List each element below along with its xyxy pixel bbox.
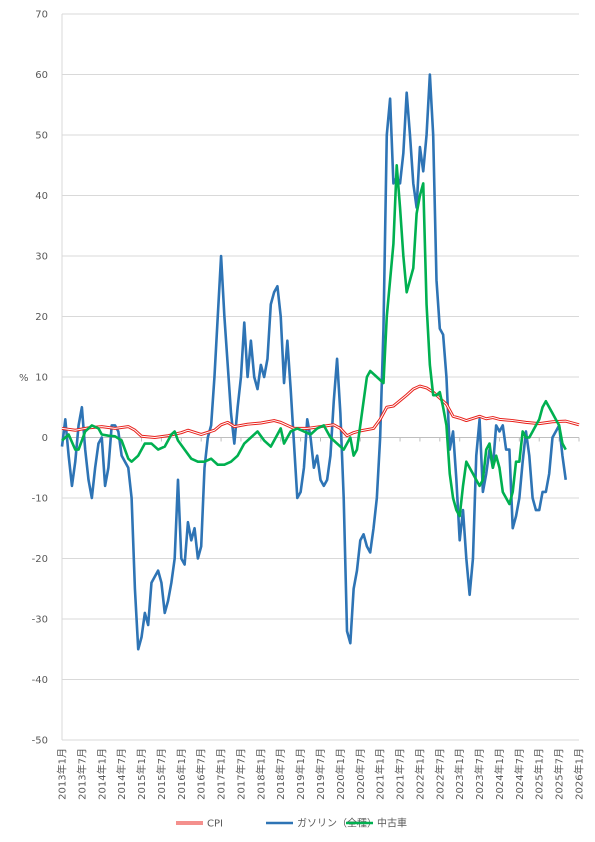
y-tick-label: 50 <box>35 131 48 142</box>
y-tick-label: 40 <box>35 191 48 202</box>
x-tick-label: 2024年1月 <box>493 748 506 800</box>
x-tick-label: 2014年7月 <box>115 748 128 800</box>
x-tick-label: 2023年7月 <box>473 748 486 800</box>
x-tick-label: 2026年1月 <box>573 748 586 800</box>
y-tick-label: -20 <box>32 554 48 565</box>
series-line-gasoline <box>60 73 568 651</box>
y-tick-label: 20 <box>35 312 48 323</box>
series-line-cpi-inner <box>61 385 580 438</box>
series-lines <box>60 73 580 651</box>
series-line-used-car <box>61 163 567 518</box>
y-axis-label: % <box>19 373 29 384</box>
x-tick-label: 2021年7月 <box>394 748 407 800</box>
y-tick-label: -50 <box>32 736 48 747</box>
x-tick-label: 2017年7月 <box>234 748 247 800</box>
x-tick-label: 2017年1月 <box>215 748 228 800</box>
x-axis-ticks: 2013年1月 2013年7月 2014年1月 2014年7月 2015年1月 2015年… <box>56 437 586 800</box>
y-tick-label: -40 <box>32 675 48 686</box>
y-axis-ticks: -50 -40 -30 -20 -10 0 10 20 30 40 50 60 70 <box>32 10 48 747</box>
gridlines <box>61 13 579 741</box>
x-tick-label: 2018年1月 <box>254 748 267 800</box>
legend: CPI ガソリン（全種） 中古車 <box>176 817 407 830</box>
x-tick-label: 2025年1月 <box>533 748 546 800</box>
x-tick-label: 2014年1月 <box>95 748 108 800</box>
y-tick-label: 30 <box>35 252 48 263</box>
x-tick-label: 2022年7月 <box>433 748 446 800</box>
y-tick-label: 0 <box>42 433 48 444</box>
x-tick-label: 2015年7月 <box>155 748 168 800</box>
x-tick-label: 2018年7月 <box>274 748 287 800</box>
x-tick-label: 2025年7月 <box>553 748 566 800</box>
x-tick-label: 2023年1月 <box>453 748 466 800</box>
legend-label: 中古車 <box>377 817 407 830</box>
legend-label: CPI <box>207 819 223 830</box>
x-tick-label: 2024年7月 <box>513 748 526 800</box>
x-tick-label: 2022年1月 <box>413 748 426 800</box>
y-tick-label: -30 <box>32 615 48 626</box>
y-tick-label: 60 <box>35 70 48 81</box>
y-tick-label: 70 <box>35 10 48 21</box>
x-tick-label: 2019年7月 <box>314 748 327 800</box>
x-tick-label: 2020年1月 <box>334 748 347 800</box>
x-tick-label: 2016年7月 <box>195 748 208 800</box>
x-tick-label: 2015年1月 <box>135 748 148 800</box>
x-tick-label: 2013年1月 <box>56 748 69 800</box>
legend-label: ガソリン（全種） <box>297 817 377 830</box>
y-tick-label: -10 <box>32 494 48 505</box>
x-tick-label: 2019年1月 <box>294 748 307 800</box>
x-tick-label: 2013年7月 <box>75 748 88 800</box>
x-tick-label: 2021年1月 <box>374 748 387 800</box>
x-tick-label: 2020年7月 <box>354 748 367 800</box>
x-tick-label: 2016年1月 <box>175 748 188 800</box>
y-tick-label: 10 <box>35 373 48 384</box>
